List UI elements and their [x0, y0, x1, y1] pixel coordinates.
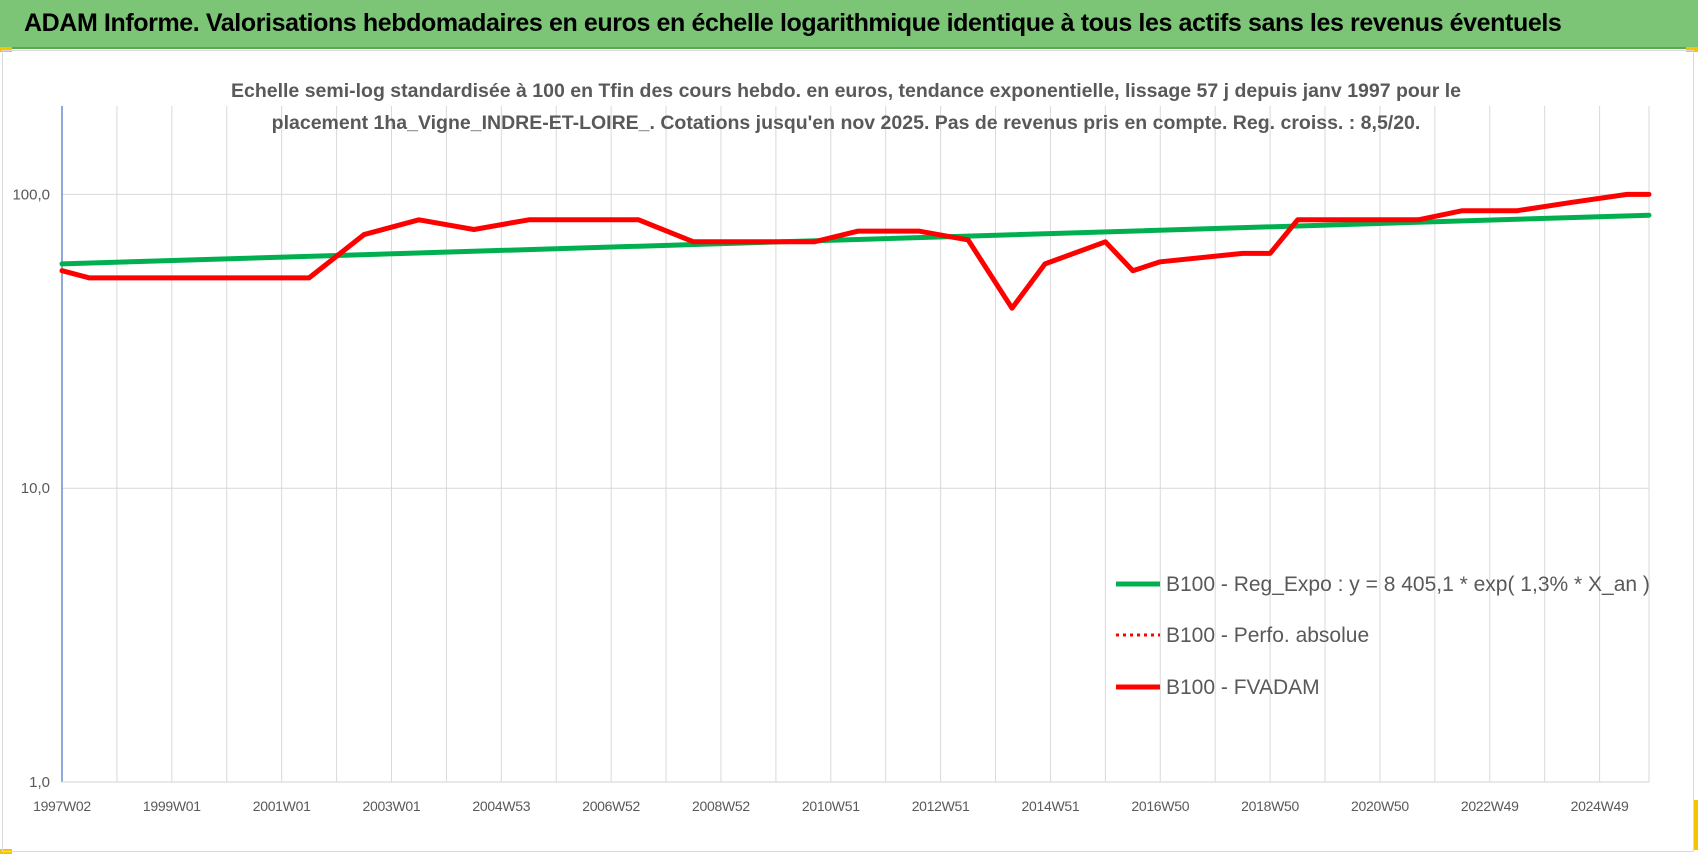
chart-title-line-1: Echelle semi-log standardisée à 100 en T… — [231, 80, 1461, 102]
x-tick-label: 2022W49 — [1461, 798, 1519, 814]
axes: 1,0 10,0 100,0 1997W02 1999W01 2001W01 2003W01… — [12, 106, 1649, 814]
series-layer — [59, 191, 1652, 311]
x-tick-label: 2006W52 — [582, 798, 640, 814]
corner-marker-top-left — [0, 47, 12, 52]
x-tick-label: 2016W50 — [1131, 798, 1189, 814]
x-tick-label: 2010W51 — [802, 798, 860, 814]
header-bar: ADAM Informe. Valorisations hebdomadaire… — [0, 0, 1698, 49]
y-tick-label: 1,0 — [29, 774, 50, 791]
series-line-solid-green — [59, 212, 1652, 267]
corner-marker-bottom-right — [1693, 800, 1698, 850]
corner-marker-top-right — [1686, 47, 1698, 52]
gridlines — [61, 106, 1650, 783]
y-tick-label: 100,0 — [12, 186, 50, 203]
series-line-solid-red — [59, 191, 1652, 311]
x-tick-label: 2003W01 — [363, 798, 421, 814]
legend-label: B100 - Perfo. absolue — [1166, 624, 1369, 647]
x-tick-label: 2001W01 — [253, 798, 311, 814]
y-tick-label: 10,0 — [21, 480, 50, 497]
x-tick-label: 2004W53 — [472, 798, 530, 814]
chart-area-border — [2, 50, 1694, 852]
legend: B100 - Reg_Expo : y = 8 405,1 * exp( 1,3… — [1116, 573, 1650, 699]
x-tick-label: 1997W02 — [33, 798, 91, 814]
chart-title-line-2: placement 1ha_Vigne_INDRE-ET-LOIRE_. Cot… — [272, 112, 1421, 134]
x-tick-label: 2018W50 — [1241, 798, 1299, 814]
x-tick-label: 2020W50 — [1351, 798, 1409, 814]
x-tick-label: 2012W51 — [912, 798, 970, 814]
legend-label: B100 - Reg_Expo : y = 8 405,1 * exp( 1,3… — [1166, 573, 1650, 596]
x-tick-label: 2008W52 — [692, 798, 750, 814]
x-tick-label: 1999W01 — [143, 798, 201, 814]
page-title: ADAM Informe. Valorisations hebdomadaire… — [24, 9, 1562, 37]
legend-label: B100 - FVADAM — [1166, 676, 1320, 699]
x-tick-label: 2024W49 — [1571, 798, 1629, 814]
x-tick-label: 2014W51 — [1022, 798, 1080, 814]
